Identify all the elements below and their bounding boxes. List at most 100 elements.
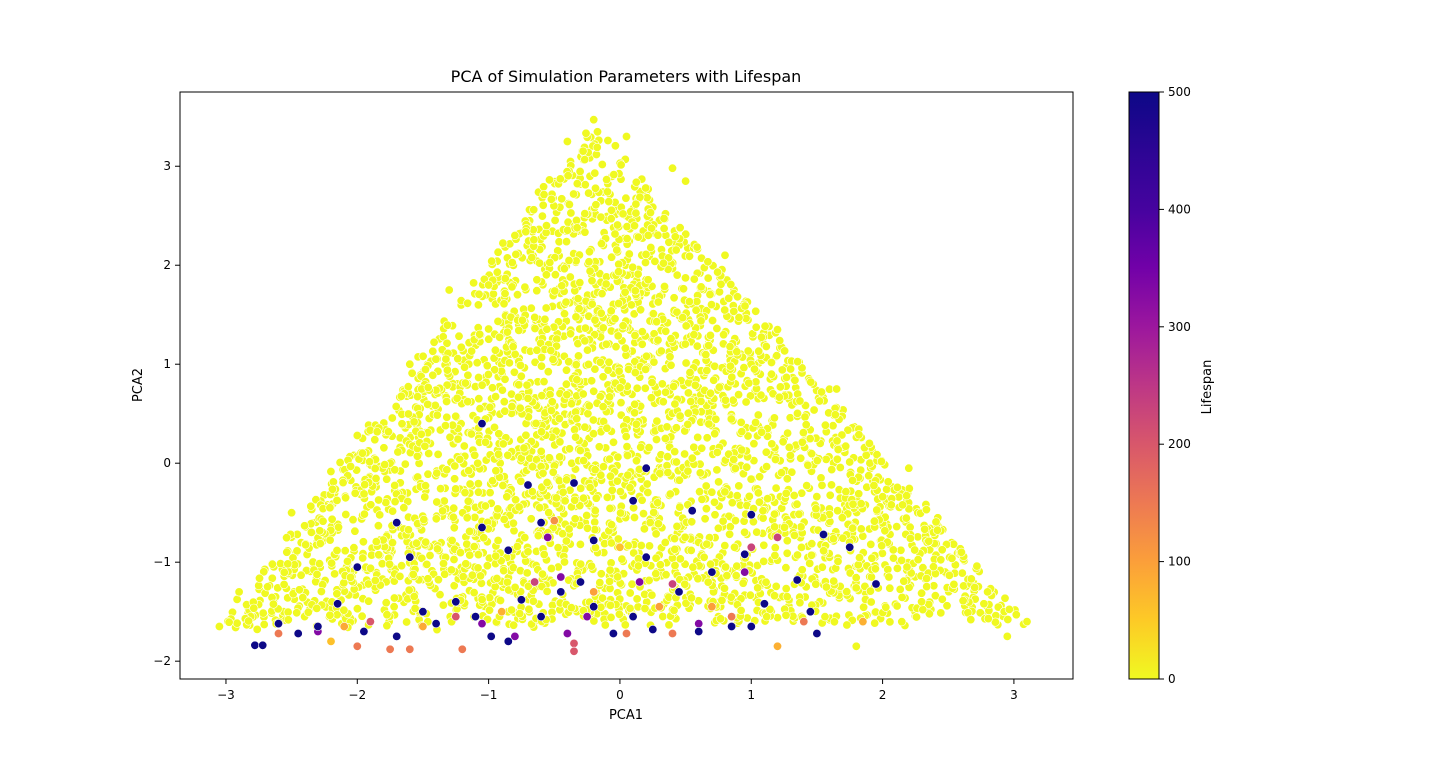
data-point — [866, 597, 876, 607]
data-point — [864, 438, 874, 448]
data-point — [463, 496, 473, 506]
data-point — [720, 395, 730, 405]
data-point — [500, 289, 510, 299]
data-point — [802, 481, 812, 491]
data-point — [670, 447, 680, 457]
data-point — [616, 508, 626, 518]
data-point — [636, 305, 646, 315]
data-point — [744, 491, 754, 501]
data-point — [381, 598, 391, 608]
data-point — [596, 569, 606, 579]
data-point — [548, 467, 558, 477]
data-point — [643, 230, 653, 240]
data-point — [958, 596, 968, 606]
data-point — [1002, 631, 1012, 641]
data-point — [604, 197, 614, 207]
data-point — [644, 443, 654, 453]
data-point — [869, 516, 879, 526]
data-point — [620, 620, 630, 630]
data-point — [866, 539, 876, 549]
data-point — [585, 482, 595, 492]
data-point — [502, 492, 512, 502]
data-point — [315, 526, 325, 536]
data-point — [612, 220, 622, 230]
data-point — [601, 339, 611, 349]
data-point — [580, 155, 590, 165]
data-point — [474, 372, 484, 382]
data-point — [725, 342, 735, 352]
data-point — [432, 497, 442, 507]
data-point — [716, 279, 726, 289]
data-point — [695, 468, 705, 478]
data-point — [694, 619, 704, 629]
data-point — [702, 539, 712, 549]
data-point — [690, 380, 700, 390]
data-point — [474, 394, 484, 404]
data-point — [851, 583, 861, 593]
data-point — [932, 525, 942, 535]
data-point — [684, 297, 694, 307]
data-point — [590, 517, 600, 527]
data-point — [966, 615, 976, 625]
data-point — [778, 437, 788, 447]
data-point — [675, 502, 685, 512]
data-point — [623, 541, 633, 551]
data-point — [370, 575, 380, 585]
data-point — [772, 325, 782, 335]
data-point — [613, 572, 623, 582]
data-point — [520, 533, 530, 543]
data-point — [712, 465, 722, 475]
data-point — [731, 571, 741, 581]
data-point — [429, 337, 439, 347]
data-point — [888, 545, 898, 555]
data-point — [403, 525, 413, 535]
data-point — [509, 526, 519, 536]
data-point — [842, 620, 852, 630]
data-point — [785, 450, 795, 460]
data-point — [327, 484, 337, 494]
data-point — [283, 559, 293, 569]
data-point — [318, 516, 328, 526]
data-point — [459, 441, 469, 451]
data-point — [479, 533, 489, 543]
data-point — [816, 473, 826, 483]
data-point — [658, 611, 668, 621]
data-point — [637, 495, 647, 505]
data-point — [346, 461, 356, 471]
data-point — [625, 588, 635, 598]
data-point — [500, 273, 510, 283]
data-point — [454, 331, 464, 341]
data-point — [450, 474, 460, 484]
data-point — [600, 620, 610, 630]
data-point — [432, 410, 442, 420]
data-point — [623, 470, 633, 480]
data-point — [400, 459, 410, 469]
data-point — [419, 514, 429, 524]
data-point — [742, 462, 752, 472]
data-point — [807, 539, 817, 549]
data-point — [683, 466, 693, 476]
data-point — [489, 422, 499, 432]
data-point — [753, 488, 763, 498]
data-point — [913, 555, 923, 565]
data-point — [557, 281, 567, 291]
data-point — [350, 526, 360, 536]
data-point — [821, 582, 831, 592]
data-point — [451, 612, 461, 622]
data-point — [527, 253, 537, 263]
data-point — [476, 578, 486, 588]
data-point — [833, 444, 843, 454]
data-point — [732, 561, 742, 571]
data-point — [630, 286, 640, 296]
data-point — [296, 570, 306, 580]
data-point — [484, 334, 494, 344]
data-point — [633, 561, 643, 571]
data-point — [385, 644, 395, 654]
data-point — [902, 562, 912, 572]
data-point — [542, 586, 552, 596]
data-point — [905, 533, 915, 543]
data-point — [306, 501, 316, 511]
data-point — [339, 578, 349, 588]
data-point — [477, 419, 487, 429]
data-point — [541, 221, 551, 231]
